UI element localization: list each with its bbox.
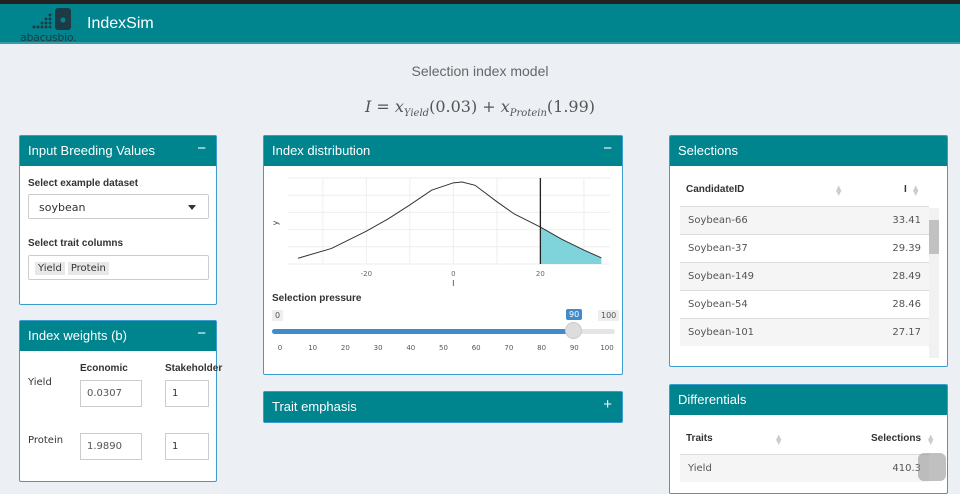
column-header-candidateid[interactable]: CandidateID bbox=[686, 184, 745, 195]
dataset-label: Select example dataset bbox=[28, 178, 139, 189]
page-title: Selection index model bbox=[411, 63, 549, 79]
box-title: Input Breeding Values bbox=[28, 143, 155, 158]
input-breeding-values-box: Input Breeding Values − Select example da… bbox=[19, 135, 217, 305]
trait-columns-label: Select trait columns bbox=[28, 238, 124, 249]
expand-button[interactable]: + bbox=[603, 396, 612, 413]
table-row[interactable]: Soybean-149 28.49 bbox=[680, 262, 929, 290]
index-distribution-chart: -20 0 20 Iy bbox=[271, 177, 610, 288]
chevron-down-icon bbox=[188, 205, 196, 210]
slider-tick-label: 10 bbox=[308, 344, 318, 352]
candidate-id: Soybean-66 bbox=[688, 215, 748, 226]
x-tick-label: 0 bbox=[451, 270, 455, 278]
trait-emphasis-box: Trait emphasis + bbox=[263, 391, 623, 423]
economic-header: Economic bbox=[80, 363, 128, 374]
slider-tick-label: 50 bbox=[439, 344, 448, 352]
collapse-button[interactable]: − bbox=[603, 140, 612, 157]
slider-min: 0 bbox=[272, 310, 284, 321]
slider-track[interactable] bbox=[272, 329, 615, 334]
index-formula: I = xYield(0.03) + xProtein(1.99) bbox=[364, 97, 596, 120]
window-top-bar bbox=[0, 0, 960, 4]
protein-economic-input[interactable]: 1.9890 bbox=[80, 433, 142, 460]
slider-tick-label: 80 bbox=[537, 344, 547, 352]
slider-tick-label: 70 bbox=[504, 344, 514, 352]
density-curve bbox=[297, 181, 602, 259]
stakeholder-header: Stakeholder bbox=[165, 363, 223, 374]
differentials-box: Differentials Traits ▲ ▼ Selections ▲ ▼ Yi… bbox=[669, 384, 948, 494]
candidate-id: Soybean-101 bbox=[688, 327, 755, 338]
yield-stakeholder-input[interactable]: 1 bbox=[165, 380, 209, 407]
abacusbio-logo: abacusbio. bbox=[20, 6, 84, 44]
table-row: Yield 410.3 bbox=[680, 454, 929, 482]
index-value: 27.17 bbox=[892, 327, 921, 338]
index-weights-box: Index weights (b) − Economic Stakeholder … bbox=[19, 320, 222, 482]
sort-icon[interactable]: ▲ ▼ bbox=[776, 433, 782, 446]
floating-action-icon[interactable] bbox=[918, 453, 946, 481]
sort-icon[interactable]: ▲ ▼ bbox=[913, 184, 919, 197]
slider-label: Selection pressure bbox=[272, 293, 362, 304]
slider-tick-label: 40 bbox=[406, 344, 416, 352]
candidate-id: Soybean-37 bbox=[688, 243, 748, 254]
table-row[interactable]: Soybean-101 27.17 bbox=[680, 318, 929, 346]
x-tick-label: 20 bbox=[536, 270, 545, 278]
candidate-id: Soybean-149 bbox=[688, 271, 755, 282]
sort-icon[interactable]: ▲ ▼ bbox=[928, 433, 934, 446]
trait-tag: Yield bbox=[35, 262, 65, 275]
collapse-button[interactable]: − bbox=[197, 140, 206, 157]
slider-value: 90 bbox=[566, 309, 583, 320]
selected-area bbox=[540, 227, 602, 264]
dataset-select[interactable]: soybean bbox=[28, 194, 209, 219]
trait-tag: Protein bbox=[67, 262, 109, 275]
slider-tick-label: 60 bbox=[471, 344, 481, 352]
y-axis-label: y bbox=[271, 220, 280, 225]
x-axis-label: I bbox=[452, 279, 454, 288]
slider-tick-label: 0 bbox=[277, 344, 283, 352]
table-row[interactable]: Soybean-54 28.46 bbox=[680, 290, 929, 318]
x-tick-label: -20 bbox=[361, 270, 372, 278]
candidate-id: Soybean-54 bbox=[688, 299, 748, 310]
yield-economic-input[interactable]: 0.0307 bbox=[80, 380, 142, 407]
index-value: 28.46 bbox=[892, 299, 921, 310]
index-value: 29.39 bbox=[892, 243, 921, 254]
protein-stakeholder-input[interactable]: 1 bbox=[165, 433, 209, 460]
column-header-selections[interactable]: Selections bbox=[871, 433, 922, 444]
slider-tick-label: 20 bbox=[340, 344, 350, 352]
column-header-traits[interactable]: Traits bbox=[686, 433, 713, 444]
slider-tick-label: 100 bbox=[600, 344, 614, 352]
app-title: IndexSim bbox=[87, 15, 154, 32]
slider-tick-label: 90 bbox=[569, 344, 579, 352]
slider-fill bbox=[272, 329, 573, 334]
trait-columns-select[interactable]: Yield Protein bbox=[28, 255, 209, 280]
table-row[interactable]: Soybean-66 33.41 bbox=[680, 206, 929, 234]
slider-tick-label: 30 bbox=[373, 344, 383, 352]
table-row[interactable]: Soybean-37 29.39 bbox=[680, 234, 929, 262]
slider-handle[interactable] bbox=[564, 322, 582, 339]
selections-box: Selections CandidateID ▲ ▼ I ▲ ▼ Soybean-6… bbox=[669, 135, 948, 367]
slider-max: 100 bbox=[598, 310, 620, 321]
collapse-button[interactable]: − bbox=[197, 325, 206, 342]
app-header: abacusbio. IndexSim bbox=[0, 4, 960, 44]
index-value: 28.49 bbox=[892, 271, 921, 282]
column-header-i[interactable]: I bbox=[904, 184, 907, 195]
index-value: 33.41 bbox=[892, 215, 921, 226]
trait-label: Protein bbox=[28, 435, 64, 446]
trait-label: Yield bbox=[28, 377, 52, 388]
sort-icon[interactable]: ▲ ▼ bbox=[836, 184, 842, 197]
scrollbar[interactable] bbox=[929, 208, 939, 358]
